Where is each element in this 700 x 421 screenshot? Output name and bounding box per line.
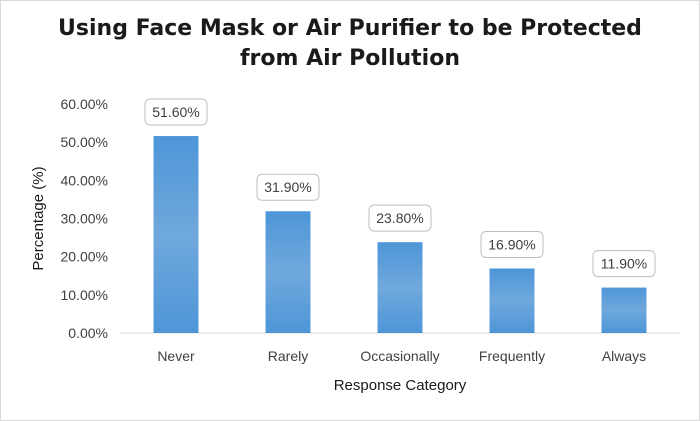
data-label: 51.60% [152, 104, 199, 120]
chart-title-line-1: Using Face Mask or Air Purifier to be Pr… [58, 16, 642, 41]
bar-always [601, 287, 647, 333]
data-labels: 51.60% 31.90% 23.80% 16.90% 11.90% [144, 98, 656, 278]
data-label: 16.90% [488, 236, 535, 252]
data-label-box [592, 250, 656, 278]
bar-rarely [265, 211, 311, 333]
bar-frequently [489, 268, 535, 333]
bar-occasionally [377, 242, 423, 333]
y-tick-label: 20.00% [61, 249, 108, 265]
y-tick-label: 50.00% [61, 134, 108, 150]
data-label: 31.90% [264, 179, 311, 195]
y-tick-label: 30.00% [61, 211, 108, 227]
y-tick-label: 60.00% [61, 96, 108, 112]
x-tick-label: Frequently [479, 348, 545, 364]
bar-never [153, 136, 199, 333]
data-label-box [256, 173, 320, 201]
data-label: 11.90% [601, 256, 647, 272]
data-label-box [144, 98, 208, 126]
x-axis-title: Response Category [334, 377, 467, 394]
y-axis-tick-labels: 0.00% 10.00% 20.00% 30.00% 40.00% 50.00% 60.00… [61, 96, 108, 341]
x-tick-label: Rarely [268, 348, 308, 364]
x-axis-tick-labels: Never Rarely Occasionally Frequently Always [157, 348, 646, 364]
x-tick-label: Always [602, 348, 646, 364]
x-tick-label: Never [157, 348, 195, 364]
y-axis-title: Percentage (%) [30, 166, 47, 270]
data-label-box [368, 204, 432, 232]
chart-title-line-2: from Air Pollution [239, 46, 460, 71]
x-tick-label: Occasionally [360, 348, 439, 364]
bar-series [153, 136, 647, 333]
data-label-box [480, 230, 544, 258]
chart-title: Using Face Mask or Air Purifier to be Pr… [40, 14, 660, 74]
data-label: 23.80% [376, 210, 423, 226]
y-tick-label: 10.00% [61, 287, 108, 303]
y-tick-label: 0.00% [68, 325, 108, 341]
y-tick-label: 40.00% [61, 172, 108, 188]
